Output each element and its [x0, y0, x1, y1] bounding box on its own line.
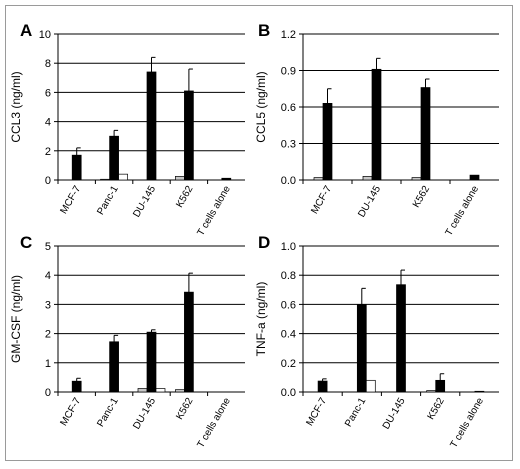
bar	[175, 389, 185, 393]
x-category-label: T cells alone	[195, 184, 233, 238]
bar	[313, 177, 324, 181]
x-category-label: MCF-7	[309, 184, 334, 216]
panel-label: C	[20, 233, 32, 252]
x-category-label: T cells alone	[195, 396, 233, 450]
y-tick-label: 0.3	[281, 139, 296, 151]
bar	[100, 178, 110, 181]
y-axis-label: CCL5 (ng/ml)	[254, 71, 268, 142]
bar	[109, 341, 119, 393]
bar	[362, 176, 373, 181]
bar	[184, 90, 194, 181]
bar	[317, 380, 328, 393]
x-category-label: T cells alone	[448, 396, 486, 450]
y-tick-label: 0.2	[281, 358, 296, 370]
bar	[146, 71, 157, 181]
x-category-label: DU-145	[356, 184, 383, 220]
x-category-label: Panc-1	[95, 184, 121, 217]
x-category-label: Panc-1	[95, 396, 121, 429]
bar	[137, 388, 148, 393]
y-tick-label: 4	[45, 117, 51, 129]
y-tick-label: 0.9	[281, 66, 296, 78]
x-category-label: K562	[411, 184, 432, 210]
y-tick-label: 8	[45, 58, 51, 70]
x-category-label: K562	[174, 396, 195, 422]
figure-frame	[5, 5, 513, 461]
bar	[435, 379, 446, 393]
bar	[184, 291, 194, 393]
panel-a: A 0 2 4 6 8 10 CCL3 (ng/ml) MCF-7 Panc-1 DU-145 K56…	[9, 21, 245, 238]
bar	[322, 102, 333, 181]
y-tick-label: 0.6	[281, 299, 296, 311]
panel-b: B 0.0 0.3 0.6 0.9 1.2 CCL5 (ng/ml) MCF-7 DU-145 K…	[254, 21, 499, 238]
bar	[155, 388, 166, 393]
y-axis-label: TNF-a (ng/ml)	[254, 282, 268, 357]
x-category-label: DU-145	[131, 184, 158, 220]
x-category-label: T cells alone	[444, 184, 482, 238]
y-tick-label: 10	[39, 29, 51, 41]
panel-label: B	[258, 21, 270, 40]
y-tick-label: 6	[45, 87, 51, 99]
panel-c: C 0 1 2 3 4 5 GM-CSF (ng/ml) MCF-7 Panc-1 DU-145 K5…	[9, 233, 245, 450]
y-tick-label: 0.8	[281, 270, 296, 282]
y-tick-label: 3	[45, 299, 51, 311]
y-tick-label: 0.6	[281, 102, 296, 114]
x-category-label: K562	[426, 396, 447, 422]
y-tick-label: 0	[45, 387, 51, 399]
bar	[426, 390, 437, 393]
panel-label: D	[258, 233, 270, 252]
y-axis-label: GM-CSF (ng/ml)	[9, 275, 23, 363]
bar	[356, 304, 367, 393]
x-category-label: K562	[174, 184, 195, 210]
bar	[118, 173, 128, 181]
x-category-label: MCF-7	[304, 396, 329, 428]
bar	[221, 177, 232, 181]
y-tick-label: 0.4	[281, 329, 296, 341]
x-category-label: DU-145	[131, 396, 158, 432]
bar	[109, 135, 119, 181]
y-tick-label: 1.0	[281, 241, 296, 253]
x-category-label: MCF-7	[58, 184, 83, 216]
bar	[371, 68, 382, 181]
x-category-label: DU-145	[381, 396, 408, 432]
y-tick-label: 0.0	[281, 175, 296, 187]
bar	[420, 87, 431, 181]
bar	[411, 177, 422, 181]
y-axis-label: CCL3 (ng/ml)	[9, 71, 23, 142]
y-tick-label: 2	[45, 146, 51, 158]
bar	[396, 284, 406, 393]
x-category-label: Panc-1	[343, 396, 369, 429]
bar	[469, 174, 480, 181]
bar	[146, 331, 157, 393]
bar	[365, 379, 376, 393]
y-tick-label: 4	[45, 270, 51, 282]
y-tick-label: 0.0	[281, 387, 296, 399]
y-tick-label: 0	[45, 175, 51, 187]
x-category-label: MCF-7	[58, 396, 83, 428]
bar	[474, 390, 485, 393]
y-tick-label: 5	[45, 241, 51, 253]
bar	[175, 176, 185, 181]
y-tick-label: 1.2	[281, 29, 296, 41]
y-tick-label: 2	[45, 329, 51, 341]
bar	[71, 154, 82, 181]
y-tick-label: 1	[45, 358, 51, 370]
bar	[71, 380, 82, 393]
panel-label: A	[20, 21, 32, 40]
panel-d: D 0.0 0.2 0.4 0.6 0.8 1.0 TNF-a (ng/ml) MCF-7 Pan…	[254, 233, 499, 450]
